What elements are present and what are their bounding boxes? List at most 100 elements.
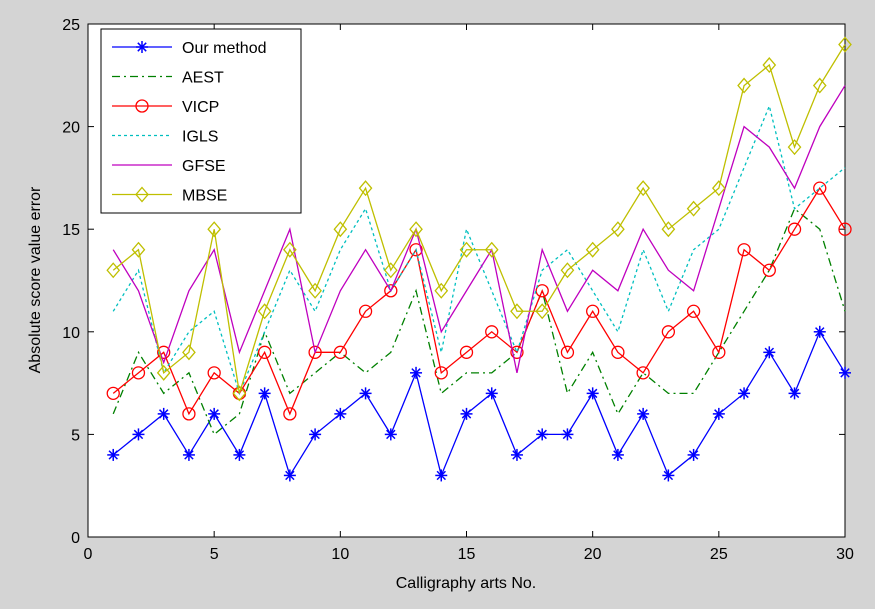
diamond-marker	[409, 221, 423, 238]
diamond-marker	[459, 241, 474, 258]
circle-marker	[737, 243, 751, 257]
diamond-marker	[131, 241, 146, 258]
diamond-marker	[232, 385, 247, 402]
star-marker	[788, 387, 801, 400]
diamond-marker	[434, 282, 449, 299]
y-tick-label: 25	[62, 17, 80, 34]
star-marker	[586, 387, 599, 400]
diamond-marker	[560, 262, 575, 279]
diamond-marker	[661, 221, 676, 238]
diamond-marker	[358, 180, 373, 197]
star-marker	[132, 428, 145, 441]
diamond-marker	[308, 282, 322, 299]
star-marker	[813, 325, 826, 338]
circle-marker	[636, 366, 650, 380]
star-marker	[435, 469, 448, 482]
star-marker	[485, 387, 498, 400]
circle-marker	[135, 99, 149, 113]
series-mbse	[106, 36, 852, 402]
star-marker	[309, 428, 322, 441]
circle-marker	[257, 345, 272, 359]
star-marker	[208, 407, 221, 420]
legend-label: GFSE	[182, 158, 226, 175]
circle-marker	[283, 407, 297, 421]
star-marker	[510, 448, 523, 461]
diamond-marker	[333, 221, 348, 238]
circle-marker	[787, 222, 802, 236]
star-marker	[136, 41, 148, 53]
star-marker	[561, 428, 574, 441]
star-marker	[233, 448, 246, 461]
series-our-method	[107, 325, 851, 482]
series-line	[112, 44, 846, 394]
star-marker	[283, 469, 296, 482]
x-tick-label: 15	[458, 546, 476, 563]
diamond-marker	[737, 77, 751, 94]
star-marker	[763, 346, 776, 359]
diamond-marker	[812, 77, 827, 94]
series-igls	[112, 103, 846, 396]
circle-marker	[586, 304, 600, 318]
star-marker	[384, 428, 397, 441]
circle-marker	[712, 345, 726, 359]
circle-marker	[686, 304, 701, 318]
circle-marker	[661, 325, 676, 339]
diamond-marker	[838, 36, 852, 53]
y-axis-label: Absolute score value error	[27, 186, 44, 373]
diamond-marker	[585, 241, 600, 258]
series-line	[112, 103, 846, 396]
legend: Our method AEST VICP IGLS GFSE MBSE	[100, 28, 302, 214]
star-marker	[258, 387, 271, 400]
series-vicp	[106, 181, 852, 421]
diamond-marker	[283, 241, 297, 258]
diamond-marker	[106, 262, 121, 279]
y-tick-label: 10	[62, 325, 80, 342]
circle-marker	[762, 263, 776, 277]
star-marker	[712, 407, 725, 420]
circle-marker	[485, 325, 499, 339]
x-tick-label: 25	[710, 546, 728, 563]
diamond-marker	[207, 221, 222, 238]
x-tick-label: 20	[584, 546, 602, 563]
circle-marker	[106, 386, 120, 401]
legend-label: AEST	[182, 70, 224, 87]
y-tick-label: 20	[62, 120, 80, 137]
star-marker	[536, 428, 549, 441]
circle-marker	[434, 366, 448, 380]
circle-marker	[157, 345, 171, 359]
star-marker	[611, 448, 624, 461]
diamond-marker	[787, 139, 802, 156]
star-marker	[687, 448, 700, 461]
circle-marker	[459, 345, 474, 359]
series-aest	[112, 207, 846, 436]
diamond-marker	[257, 303, 272, 320]
diamond-marker	[135, 186, 149, 203]
legend-label: IGLS	[182, 129, 218, 146]
diamond-marker	[535, 303, 550, 320]
star-marker	[359, 387, 372, 400]
circle-marker	[535, 284, 549, 298]
circle-marker	[308, 345, 322, 359]
x-axis-label: Calligraphy arts No.	[396, 575, 537, 592]
circle-marker	[182, 407, 196, 421]
diamond-marker	[484, 241, 499, 258]
y-tick-label: 5	[71, 427, 80, 444]
circle-marker	[510, 345, 524, 359]
x-tick-label: 5	[210, 546, 219, 563]
star-marker	[410, 366, 423, 379]
diamond-marker	[611, 221, 625, 238]
star-marker	[182, 448, 195, 461]
circle-marker	[560, 345, 575, 359]
x-tick-label: 10	[331, 546, 349, 563]
diamond-marker	[711, 180, 726, 197]
diamond-marker	[686, 200, 701, 217]
series-gfse	[112, 85, 846, 373]
x-tick-label: 0	[84, 546, 93, 563]
circle-marker	[333, 345, 347, 359]
diamond-marker	[383, 262, 398, 279]
diamond-marker	[510, 303, 524, 320]
series-line	[112, 207, 846, 436]
circle-marker	[838, 222, 852, 236]
star-marker	[460, 407, 473, 420]
